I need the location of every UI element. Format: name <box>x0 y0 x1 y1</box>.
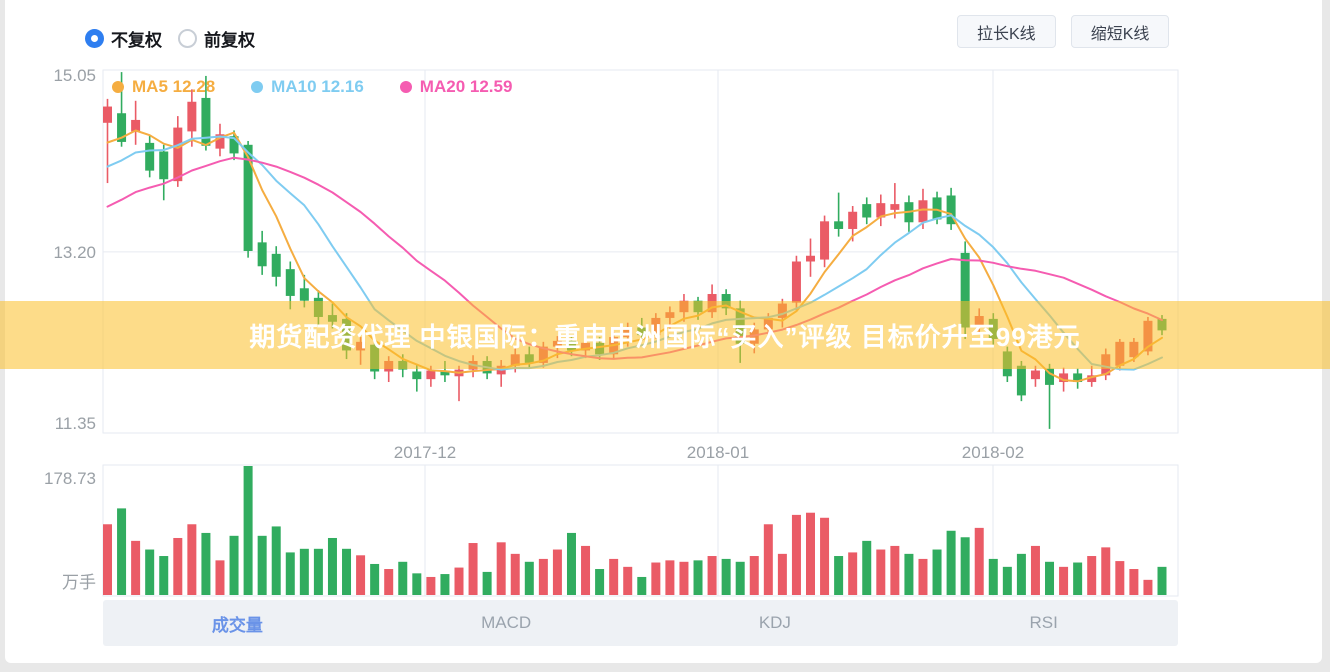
stretch-kline-button[interactable]: 拉长K线 <box>957 15 1056 48</box>
news-banner-text: 期货配资代理 中银国际：重申申洲国际“买入”评级 目标价升至99港元 <box>249 321 1081 352</box>
shrink-kline-button[interactable]: 缩短K线 <box>1070 15 1170 48</box>
price-tick-top: 15.05 <box>53 66 96 85</box>
kline-zoom-buttons: 拉长K线 缩短K线 <box>957 15 1170 48</box>
radio-no-adjust-label: 不复权 <box>111 31 162 50</box>
time-tick-feb: 2018-02 <box>961 443 1025 462</box>
tab-volume[interactable]: 成交量 <box>211 615 263 635</box>
price-tick-middle: 13.20 <box>53 243 96 262</box>
radio-selected-icon[interactable] <box>85 29 104 48</box>
tab-macd[interactable]: MACD <box>481 613 532 632</box>
radio-forward-adjust[interactable]: 前复权 <box>178 26 255 51</box>
legend-item-ma20: MA20 12.59 <box>399 77 513 97</box>
price-tick-bottom: 11.35 <box>54 414 96 433</box>
ma-legend: MA5 12.28 MA10 12.16 MA20 12.59 <box>112 77 512 97</box>
adjust-radio-group: 不复权 前复权 <box>85 26 255 51</box>
radio-no-adjust[interactable]: 不复权 <box>85 26 162 51</box>
news-banner: 期货配资代理 中银国际：重申申洲国际“买入”评级 目标价升至99港元 <box>0 301 1330 369</box>
time-tick-jan: 2018-01 <box>686 443 750 462</box>
ma20-label: MA20 12.59 <box>419 77 513 96</box>
ma5-label: MA5 12.28 <box>132 77 216 96</box>
ma5-dot-icon <box>112 81 124 93</box>
volume-unit-label: 万手 <box>62 573 96 592</box>
tab-kdj[interactable]: KDJ <box>758 613 791 632</box>
ma10-dot-icon <box>251 81 264 93</box>
ma10-label: MA10 12.16 <box>271 77 364 96</box>
radio-unselected-icon[interactable] <box>178 29 197 48</box>
time-tick-dec: 2017-12 <box>393 443 457 462</box>
legend-item-ma10: MA10 12.16 <box>251 77 364 97</box>
radio-forward-adjust-label: 前复权 <box>204 31 255 50</box>
volume-max-label: 178.73 <box>44 469 96 488</box>
tab-rsi[interactable]: RSI <box>1029 613 1058 632</box>
ma20-dot-icon <box>399 81 412 93</box>
legend-item-ma5: MA5 12.28 <box>112 77 215 97</box>
indicator-tab-bar: 成交量 MACD KDJ RSI <box>103 600 1178 646</box>
